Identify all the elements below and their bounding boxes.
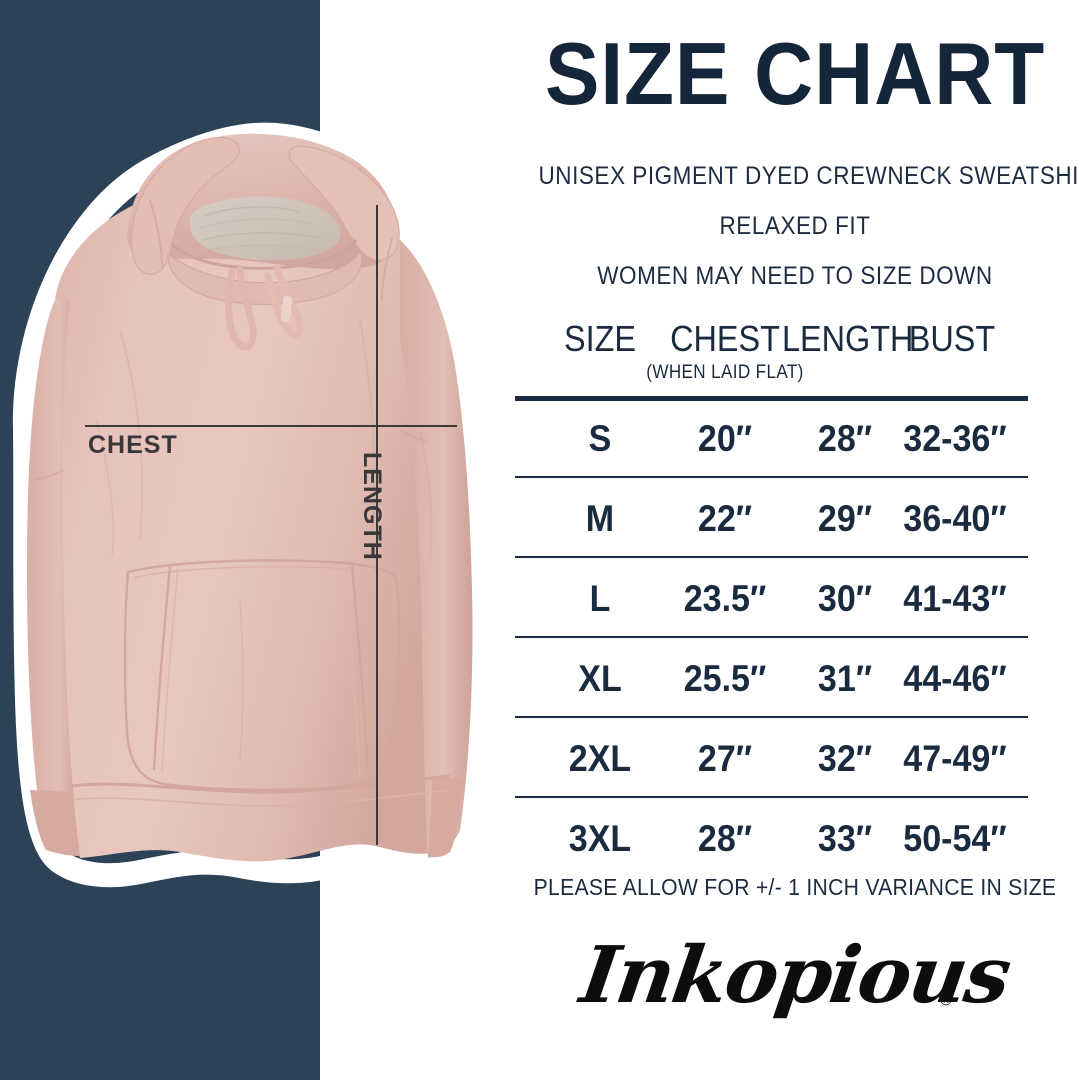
length-measurement-label: LENGTH bbox=[358, 452, 386, 561]
hoodie-photo bbox=[0, 0, 510, 1080]
column-header-size: SIZE bbox=[563, 318, 636, 359]
table-header-divider bbox=[515, 396, 1028, 401]
variance-footnote: PLEASE ALLOW FOR +/- 1 INCH VARIANCE IN … bbox=[533, 874, 1057, 900]
cell-length: 32″ bbox=[817, 738, 873, 779]
column-sub-label-when-laid-flat: (WHEN LAID FLAT) bbox=[646, 362, 804, 383]
cell-chest: 22″ bbox=[697, 498, 753, 539]
cell-size: M bbox=[585, 498, 615, 539]
chest-measurement-label: CHEST bbox=[88, 431, 178, 459]
table-header-row: SIZE CHEST LENGTH BUST (WHEN LAID FLAT) bbox=[510, 318, 1080, 383]
column-header-length: LENGTH bbox=[782, 318, 914, 359]
product-photo-pane: CHEST LENGTH bbox=[0, 0, 510, 1080]
table-row-divider bbox=[515, 796, 1028, 798]
cell-size: 3XL bbox=[568, 818, 632, 859]
cell-bust: 47-49″ bbox=[903, 738, 1007, 779]
subtitle-fit: RELAXED FIT bbox=[719, 212, 871, 240]
chest-measurement-line bbox=[85, 425, 457, 427]
cell-chest: 23.5″ bbox=[683, 578, 767, 619]
subtitle-sizing-note: WOMEN MAY NEED TO SIZE DOWN bbox=[597, 262, 993, 290]
registered-trademark-icon: ® bbox=[940, 992, 952, 1009]
page-title: SIZE CHART bbox=[544, 24, 1046, 123]
cell-length: 33″ bbox=[817, 818, 873, 859]
cell-bust: 36-40″ bbox=[903, 498, 1007, 539]
cell-bust: 44-46″ bbox=[903, 658, 1007, 699]
column-header-bust: BUST bbox=[908, 318, 996, 359]
cell-size: L bbox=[589, 578, 611, 619]
cell-chest: 20″ bbox=[697, 418, 753, 459]
table-row-divider bbox=[515, 556, 1028, 558]
cell-size: 2XL bbox=[568, 738, 632, 779]
cell-size: XL bbox=[578, 658, 622, 699]
cell-length: 30″ bbox=[817, 578, 873, 619]
subtitle-product: UNISEX PIGMENT DYED CREWNECK SWEATSHIRT bbox=[538, 162, 1080, 190]
cell-bust: 32-36″ bbox=[903, 418, 1007, 459]
cell-bust: 41-43″ bbox=[903, 578, 1007, 619]
cell-chest: 28″ bbox=[697, 818, 753, 859]
brand-logo: Inkopious ® bbox=[510, 930, 1080, 1050]
brand-logo-wordmark: Inkopious bbox=[575, 930, 1015, 1021]
chart-content-pane: SIZE CHART UNISEX PIGMENT DYED CREWNECK … bbox=[510, 0, 1080, 1080]
cell-chest: 27″ bbox=[697, 738, 753, 779]
length-measurement-line bbox=[376, 205, 378, 845]
cell-length: 28″ bbox=[817, 418, 873, 459]
cell-chest: 25.5″ bbox=[683, 658, 767, 699]
cell-bust: 50-54″ bbox=[903, 818, 1007, 859]
table-row-divider bbox=[515, 636, 1028, 638]
table-row-divider bbox=[515, 476, 1028, 478]
cell-length: 29″ bbox=[817, 498, 873, 539]
column-header-chest: CHEST bbox=[670, 318, 780, 359]
table-row-divider bbox=[515, 716, 1028, 718]
cell-size: S bbox=[588, 418, 612, 459]
cell-length: 31″ bbox=[817, 658, 873, 699]
